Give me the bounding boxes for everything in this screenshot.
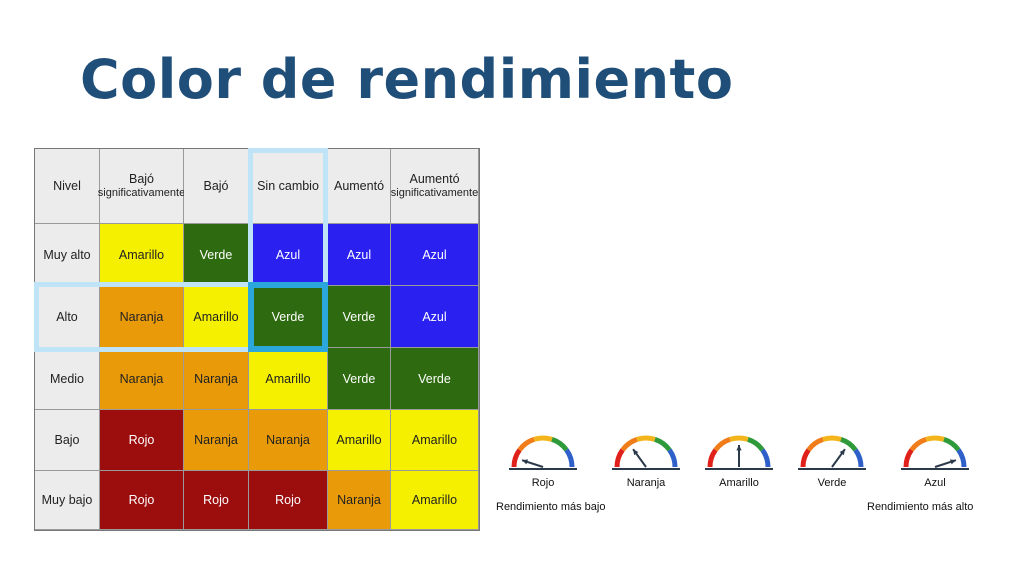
table-cell: Naranja — [249, 410, 328, 471]
gauge-segment — [925, 435, 945, 442]
highlight-column — [248, 148, 328, 351]
gauge-segment — [654, 437, 672, 452]
gauge-segment — [822, 435, 842, 442]
gauge-segment — [747, 437, 765, 452]
table-cell: Naranja — [184, 410, 249, 471]
table-cell: Azul — [391, 286, 479, 348]
table-cell: Amarillo — [391, 471, 479, 530]
gauge-segment — [853, 448, 864, 468]
gauge-segment — [943, 437, 961, 452]
gauge-segment — [636, 435, 656, 442]
table-cell: Naranja — [100, 348, 184, 410]
gauge-segment — [713, 437, 731, 452]
table-cell: Verde — [391, 348, 479, 410]
column-header-line1: Bajó — [128, 172, 155, 186]
gauge-segment — [956, 448, 967, 468]
highlight-cell — [248, 282, 328, 352]
gauge-label: Verde — [817, 477, 847, 489]
speedometer-icon — [901, 435, 969, 470]
table-cell: Rojo — [184, 471, 249, 530]
table-cell: Naranja — [184, 348, 249, 410]
table-cell: Verde — [328, 286, 391, 348]
column-header-line2: significativamente — [97, 187, 186, 199]
column-header: Bajó — [184, 149, 249, 224]
row-header: Medio — [35, 348, 100, 410]
table-cell: Amarillo — [184, 286, 249, 348]
gauge-segment — [511, 448, 522, 468]
column-header-line1: Aumentó — [409, 172, 460, 186]
table-cell: Verde — [328, 348, 391, 410]
row-header: Alto — [35, 286, 100, 348]
gauge-segment — [667, 448, 678, 468]
gauge-segment — [729, 435, 749, 442]
header-corner: Nivel — [35, 149, 100, 224]
table-cell: Naranja — [328, 471, 391, 530]
gauge-segment — [564, 448, 575, 468]
performance-color-table: Nivel Bajó significativamente Bajó Sin cambi… — [34, 148, 480, 531]
column-header: Bajó significativamente — [97, 149, 186, 224]
table-cell: Azul — [328, 224, 391, 286]
table-cell: Rojo — [100, 410, 184, 471]
speedometer-icon — [798, 435, 866, 470]
speedometer-icon — [612, 435, 680, 470]
table-cell: Rojo — [100, 471, 184, 530]
table-cell: Verde — [184, 224, 249, 286]
gauge-label: Naranja — [626, 477, 666, 489]
gauge-segment — [800, 448, 811, 468]
table-cell: Amarillo — [328, 410, 391, 471]
table-cell: Amarillo — [100, 224, 184, 286]
table-cell: Azul — [249, 224, 328, 286]
row-header: Muy alto — [35, 224, 100, 286]
table-cell: Amarillo — [391, 410, 479, 471]
gauge-segment — [533, 435, 553, 442]
gauge-segment — [909, 437, 927, 452]
table-cell: Amarillo — [249, 348, 328, 410]
gauge-segment — [840, 437, 858, 452]
row-header: Muy bajo — [35, 471, 100, 530]
column-header: Sin cambio — [249, 149, 328, 224]
gauge-label: Amarillo — [719, 477, 759, 489]
gauge-segment — [620, 437, 638, 452]
gauge-segment — [551, 437, 569, 452]
speedometer-icon — [509, 435, 577, 470]
gauge-label: Rojo — [531, 477, 555, 489]
gauge-label: Azul — [924, 477, 946, 489]
row-header: Bajo — [35, 410, 100, 471]
speedometer-icon — [705, 435, 773, 470]
table-cell: Azul — [391, 224, 479, 286]
column-header-line2: significativamente — [390, 187, 479, 199]
column-header: Aumentó significativamente — [391, 149, 479, 224]
gauge-segment — [614, 448, 625, 468]
gauge-segment — [903, 448, 914, 468]
page-title: Color de rendimiento — [80, 48, 734, 111]
gauge-segment — [517, 437, 535, 452]
caption-high: Rendimiento más alto — [867, 501, 974, 513]
table-cell: Rojo — [249, 471, 328, 530]
caption-low: Rendimiento más bajo — [496, 501, 606, 513]
table-cell: Naranja — [100, 286, 184, 348]
highlight-row — [34, 282, 328, 352]
gauge-segment — [707, 448, 718, 468]
gauge-segment — [806, 437, 824, 452]
gauge-segment — [760, 448, 771, 468]
table-cell: Verde — [249, 286, 328, 348]
column-header: Aumentó — [328, 149, 391, 224]
